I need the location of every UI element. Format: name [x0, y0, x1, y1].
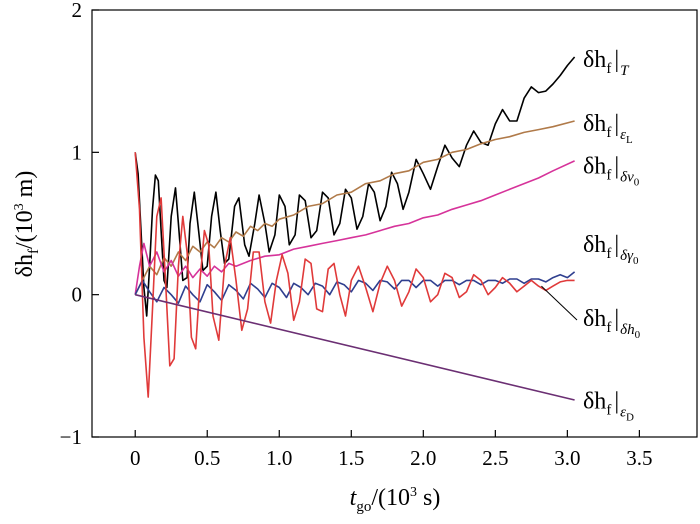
series-layer	[134, 56, 576, 401]
series-label-5: δhf |εD	[583, 389, 634, 424]
x-tick-label: 1.5	[338, 446, 364, 470]
y-axis-label: δhf/(103 m)	[12, 171, 42, 278]
series-line-4	[134, 152, 575, 398]
axis-layer: 0 0.5 1.0 1.5 2.0 2.5 3.0 3.5 −1 0 1 2	[60, 0, 653, 470]
plot-frame	[91, 9, 698, 438]
series-line-0	[134, 56, 576, 317]
leader-line	[541, 285, 578, 321]
x-tick-label: 3.0	[554, 446, 580, 470]
x-tick-label: 2.5	[482, 446, 508, 470]
series-line-5	[135, 293, 575, 401]
x-tick-label: 0.5	[194, 446, 220, 470]
x-tick-label: 2.0	[410, 446, 436, 470]
x-tick-label: 0	[130, 446, 141, 470]
x-tick-label: 1.0	[266, 446, 292, 470]
y-tick-label: 1	[72, 140, 83, 164]
series-label-3: δhf |δγ0	[583, 232, 639, 267]
x-axis-label: tgo/(103 s)	[350, 485, 441, 515]
x-tick-label: 3.5	[626, 446, 652, 470]
y-tick-label: 2	[72, 0, 83, 22]
series-line-1	[134, 120, 575, 296]
y-tick-label: −1	[60, 425, 82, 449]
series-label-0: δhf |T	[583, 47, 630, 79]
series-line-3	[134, 271, 576, 304]
y-tick-label: 0	[72, 283, 83, 307]
series-label-2: δhf |δv0	[583, 154, 640, 189]
series-label-layer: δhf |T δhf |εL δhf |δv0 δhf |δγ0 δhf |δh0 δhf |εD	[541, 47, 641, 424]
series-label-4: δhf |δh0	[583, 306, 641, 341]
series-line-2	[134, 160, 575, 295]
series-label-1: δhf |εL	[583, 111, 633, 146]
